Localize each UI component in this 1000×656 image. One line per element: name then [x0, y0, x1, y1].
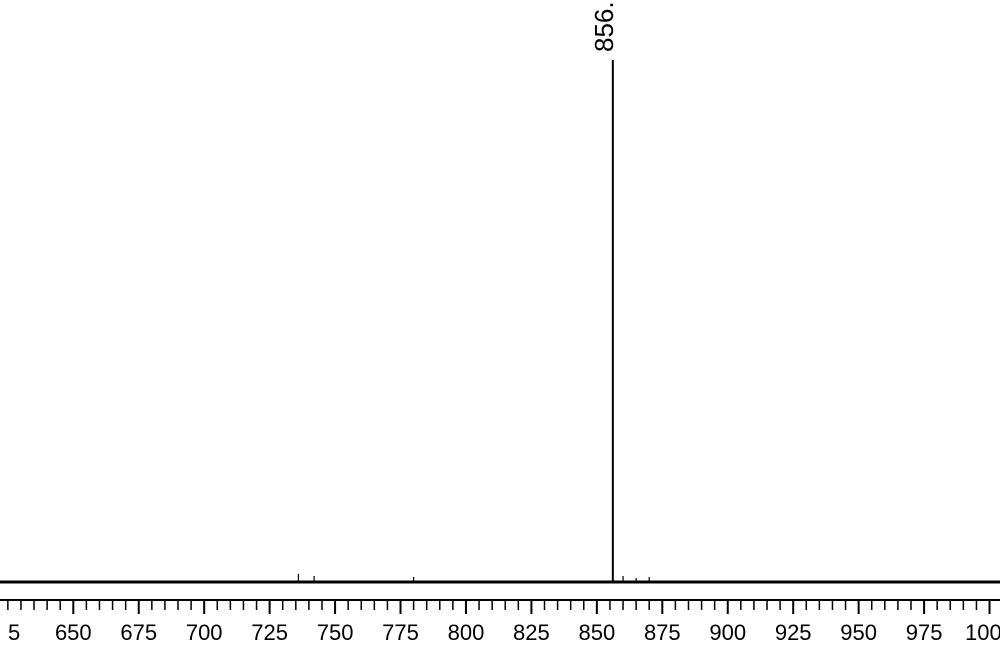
x-tick-label: 775 — [382, 620, 419, 645]
x-tick-label: 675 — [120, 620, 157, 645]
spectrum-svg: 856.1 650 675 700 725 750 775 800 825 850 875 900 92… — [0, 0, 1000, 656]
x-tick-label: 725 — [251, 620, 288, 645]
x-tick-label: 825 — [513, 620, 550, 645]
x-tick-label: 1000 — [965, 620, 1000, 645]
x-tick-label: 950 — [840, 620, 877, 645]
x-tick-label: 975 — [906, 620, 943, 645]
x-tick-label: 850 — [578, 620, 615, 645]
peak-label: 856.1 — [589, 0, 619, 52]
x-tick-label: 700 — [186, 620, 223, 645]
x-tick-label: 800 — [448, 620, 485, 645]
x-tick-label: 650 — [55, 620, 92, 645]
x-tick-label: 875 — [644, 620, 681, 645]
x-tick-label: 925 — [775, 620, 812, 645]
x-tick-label: 750 — [317, 620, 354, 645]
x-tick-label: 900 — [709, 620, 746, 645]
x-tick-label-clipped: 5 — [8, 620, 20, 645]
mass-spectrum-chart: 856.1 650 675 700 725 750 775 800 825 850 875 900 92… — [0, 0, 1000, 656]
